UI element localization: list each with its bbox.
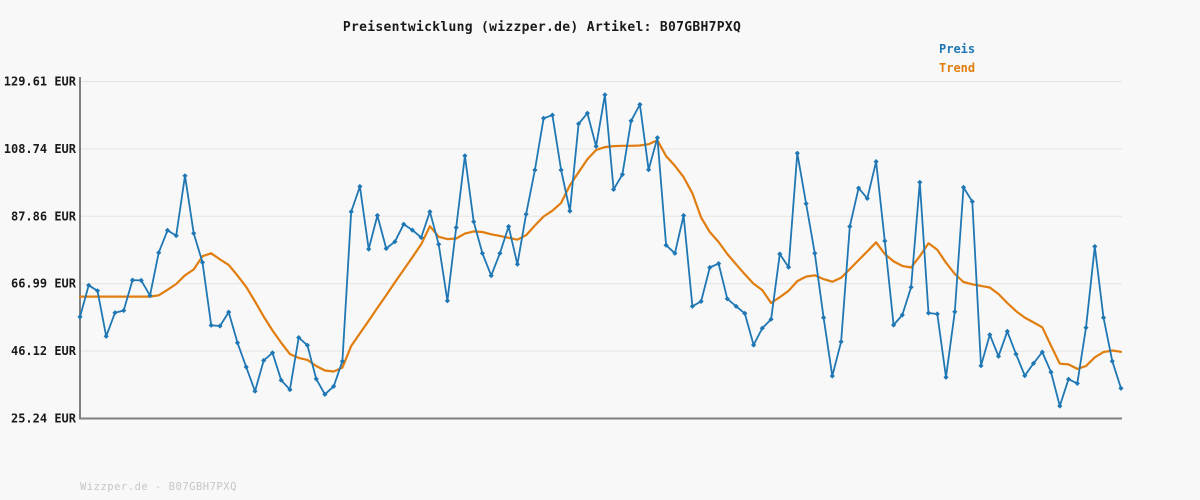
chart-legend: Preis Trend: [939, 40, 975, 78]
y-axis-tick-label: 25.24 EUR: [11, 412, 77, 426]
preis-line: [79, 93, 1122, 407]
legend-item-preis: Preis: [939, 42, 976, 56]
watermark-text: Wizzper.de - B07GBH7PXQ: [80, 481, 237, 493]
preis-markers: [77, 92, 1124, 409]
y-axis-tick-label: 129.61 EUR: [4, 75, 77, 89]
y-axis-tick-label: 66.99 EUR: [11, 277, 77, 291]
trend-line: [78, 139, 1123, 373]
y-axis-tick-label: 87.86 EUR: [11, 209, 77, 223]
y-axis-tick-label: 46.12 EUR: [11, 344, 77, 358]
chart-title: Preisentwicklung (wizzper.de) Artikel: B…: [342, 20, 742, 35]
legend-item-trend: Trend: [939, 61, 976, 75]
y-axis-tick-label: 108.74 EUR: [4, 142, 77, 156]
